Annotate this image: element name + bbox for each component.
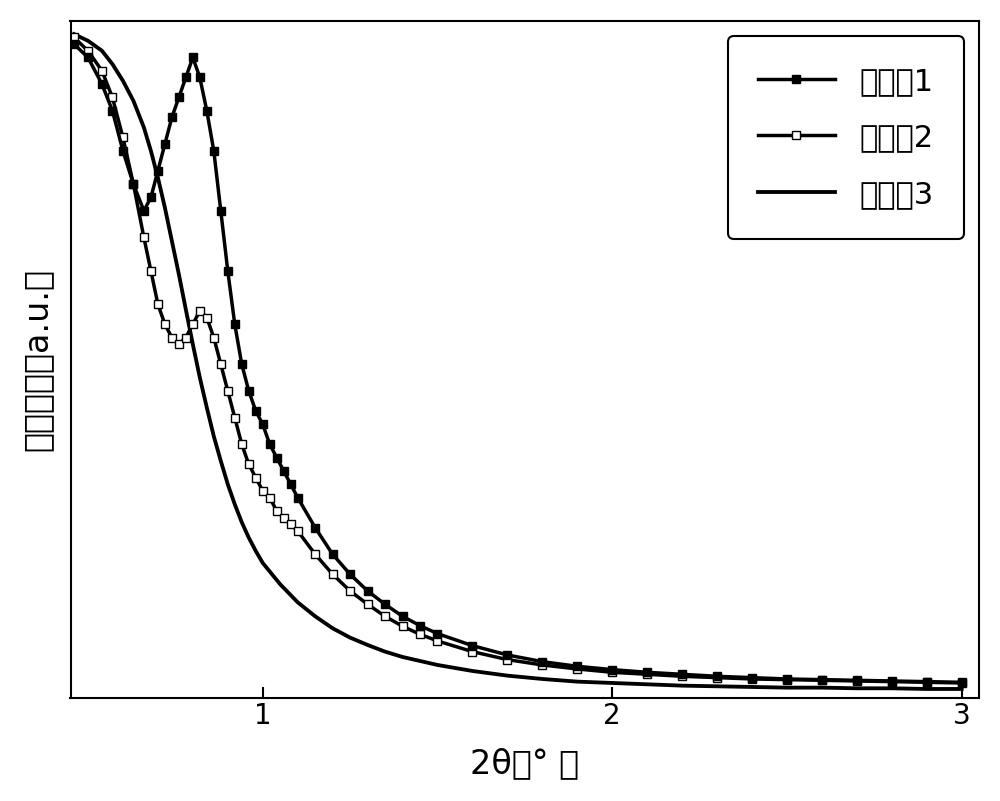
实施例3 — [243, 533, 255, 542]
X-axis label: 2θ（° ）: 2θ（° ） — [470, 747, 579, 780]
实施例2 — [344, 586, 356, 596]
实施例1 — [68, 39, 80, 49]
实施例2 — [264, 493, 276, 502]
实施例1 — [379, 599, 391, 609]
实施例3 — [606, 678, 618, 688]
实施例3 — [746, 682, 758, 692]
实施例3 — [106, 59, 118, 69]
实施例3 — [208, 432, 220, 441]
Legend: 实施例1, 实施例2, 实施例3: 实施例1, 实施例2, 实施例3 — [728, 36, 964, 239]
实施例1 — [222, 266, 234, 276]
实施例3 — [187, 340, 199, 349]
实施例3 — [194, 372, 206, 382]
实施例3 — [152, 173, 164, 183]
实施例3 — [180, 304, 192, 314]
实施例3 — [173, 269, 185, 279]
实施例3 — [379, 647, 391, 657]
实施例3 — [117, 76, 129, 86]
实施例3 — [274, 579, 286, 589]
实施例3 — [292, 598, 304, 607]
实施例3 — [921, 684, 933, 694]
实施例3 — [68, 30, 80, 39]
实施例3 — [536, 674, 548, 684]
实施例3 — [466, 666, 478, 676]
实施例3 — [222, 480, 234, 489]
实施例3 — [571, 677, 583, 686]
实施例3 — [82, 36, 94, 46]
实施例3 — [501, 670, 513, 680]
实施例3 — [201, 403, 213, 413]
实施例2 — [379, 611, 391, 621]
实施例1 — [816, 674, 828, 684]
实施例2 — [68, 33, 80, 42]
实施例3 — [956, 684, 968, 694]
实施例3 — [676, 681, 688, 690]
实施例2 — [956, 678, 968, 688]
实施例3 — [309, 611, 321, 621]
实施例3 — [431, 660, 443, 670]
实施例3 — [96, 46, 108, 55]
实施例1 — [117, 146, 129, 155]
实施例3 — [362, 640, 374, 650]
实施例3 — [257, 558, 269, 568]
实施例3 — [166, 236, 178, 246]
实施例2 — [222, 386, 234, 396]
实施例3 — [886, 683, 898, 693]
实施例3 — [851, 683, 863, 693]
实施例3 — [159, 203, 171, 212]
实施例1 — [344, 570, 356, 579]
实施例3 — [641, 679, 653, 689]
实施例2 — [117, 133, 129, 143]
实施例3 — [397, 652, 409, 662]
实施例3 — [236, 517, 248, 527]
Line: 实施例1: 实施例1 — [70, 40, 966, 686]
实施例3 — [215, 456, 227, 465]
实施例3 — [145, 146, 157, 155]
实施例3 — [327, 623, 339, 633]
实施例1 — [264, 440, 276, 449]
实施例3 — [229, 500, 241, 509]
Y-axis label: 衍射强度（a.u.）: 衍射强度（a.u.） — [21, 268, 54, 451]
实施例3 — [138, 123, 150, 132]
实施例3 — [711, 682, 723, 691]
实施例3 — [344, 633, 356, 642]
实施例3 — [781, 682, 793, 692]
Line: 实施例2: 实施例2 — [70, 34, 966, 687]
实施例3 — [250, 546, 262, 556]
实施例3 — [127, 96, 139, 106]
实施例3 — [816, 682, 828, 692]
实施例2 — [816, 675, 828, 685]
Line: 实施例3: 实施例3 — [74, 34, 962, 689]
实施例1 — [956, 678, 968, 687]
